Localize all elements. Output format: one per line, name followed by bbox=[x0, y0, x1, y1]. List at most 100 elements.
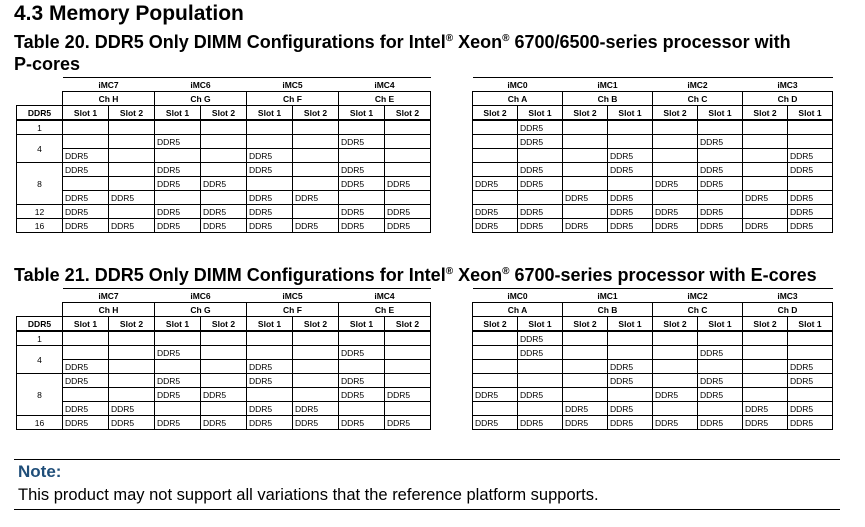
channel-label: Ch F bbox=[246, 302, 339, 317]
dimm-cell: DDR5 bbox=[62, 218, 109, 233]
group-gap bbox=[431, 317, 473, 332]
registered-mark: ® bbox=[445, 266, 454, 277]
dimm-cell: DDR5 bbox=[697, 345, 743, 360]
dimm-cell: DDR5 bbox=[787, 415, 833, 430]
slot-label: Slot 1 bbox=[607, 105, 653, 121]
dimm-cell bbox=[742, 148, 788, 163]
dimm-cell bbox=[200, 134, 247, 149]
dimm-cell: DDR5 bbox=[607, 204, 653, 219]
dimm-cell: DDR5 bbox=[517, 176, 563, 191]
dimm-cell bbox=[607, 134, 653, 149]
dimm-cell: DDR5 bbox=[246, 415, 293, 430]
dimm-cell bbox=[384, 134, 431, 149]
dimm-count: 8 bbox=[16, 162, 63, 205]
dimm-cell: DDR5 bbox=[200, 176, 247, 191]
imc-label: iMC5 bbox=[246, 288, 339, 303]
channel-label: Ch A bbox=[472, 302, 563, 317]
note-title: Note: bbox=[18, 462, 62, 481]
dimm-cell: DDR5 bbox=[384, 204, 431, 219]
dimm-cell bbox=[200, 359, 247, 374]
note-bottom-rule bbox=[14, 509, 840, 510]
dimm-cell bbox=[292, 359, 339, 374]
dimm-cell bbox=[200, 330, 247, 346]
imc-label: iMC7 bbox=[62, 77, 155, 92]
slot-label: Slot 1 bbox=[338, 316, 385, 332]
dimm-count: 16 bbox=[16, 415, 63, 430]
dimm-cell: DDR5 bbox=[62, 190, 109, 205]
imc-label: iMC0 bbox=[472, 288, 563, 303]
dimm-cell bbox=[652, 119, 698, 135]
dimm-cell bbox=[562, 162, 608, 177]
dimm-cell: DDR5 bbox=[517, 204, 563, 219]
dimm-cell: DDR5 bbox=[200, 415, 247, 430]
dimm-cell: DDR5 bbox=[62, 359, 109, 374]
slot-label: Slot 1 bbox=[154, 105, 201, 121]
slot-label: Slot 2 bbox=[472, 105, 518, 121]
dimm-cell bbox=[108, 176, 155, 191]
dimm-cell: DDR5 bbox=[246, 401, 293, 416]
slot-label: Slot 2 bbox=[200, 105, 247, 121]
dimm-cell bbox=[62, 345, 109, 360]
dimm-cell bbox=[200, 373, 247, 388]
dimm-cell bbox=[472, 134, 518, 149]
dimm-cell: DDR5 bbox=[292, 401, 339, 416]
dimm-cell: DDR5 bbox=[472, 415, 518, 430]
caption-mid: Xeon bbox=[453, 265, 503, 285]
dimm-cell bbox=[472, 148, 518, 163]
group-gap bbox=[431, 92, 473, 106]
slot-label: Slot 1 bbox=[246, 105, 293, 121]
slot-label: Slot 1 bbox=[697, 316, 743, 332]
dimm-cell: DDR5 bbox=[742, 218, 788, 233]
table-row: 12 DDR5 DDR5 DDR5 DDR5 DDR5 DDR5 DDR5 DDR5 DDR5 DD… bbox=[16, 204, 833, 219]
dimm-cell: DDR5 bbox=[562, 218, 608, 233]
channel-header-row: Ch H Ch G Ch F Ch E Ch A Ch B Ch C Ch D bbox=[17, 302, 833, 317]
dimm-cell bbox=[742, 359, 788, 374]
imc-label: iMC7 bbox=[62, 288, 155, 303]
imc-label: iMC1 bbox=[562, 288, 653, 303]
dimm-cell: DDR5 bbox=[787, 148, 833, 163]
dimm-cell: DDR5 bbox=[607, 148, 653, 163]
dimm-cell: DDR5 bbox=[607, 190, 653, 205]
dimm-cell: DDR5 bbox=[154, 373, 201, 388]
slot-label: Slot 1 bbox=[62, 105, 109, 121]
dimm-cell bbox=[292, 148, 339, 163]
slot-label: Slot 2 bbox=[742, 316, 788, 332]
dimm-cell bbox=[200, 148, 247, 163]
dimm-cell bbox=[62, 387, 109, 402]
table-row: DDR5 DDR5 DDR5 DDR5 DDR5 DDR5 DDR5 DDR5 bbox=[17, 176, 833, 191]
group-gap bbox=[431, 205, 473, 219]
group-gap bbox=[431, 106, 473, 121]
channel-label: Ch E bbox=[338, 302, 431, 317]
note-top-rule bbox=[14, 459, 840, 460]
dimm-cell: DDR5 bbox=[62, 162, 109, 177]
imc-label: iMC5 bbox=[246, 77, 339, 92]
channel-label: Ch D bbox=[742, 91, 833, 106]
slot-label: Slot 2 bbox=[742, 105, 788, 121]
caption-suffix: 6700/6500-series processor with bbox=[509, 32, 791, 52]
table-row: 4 DDR5 DDR5 DDR5 DDR5 bbox=[16, 345, 833, 374]
dimm-cell bbox=[292, 330, 339, 346]
dimm-cell: DDR5 bbox=[246, 190, 293, 205]
dimm-cell bbox=[697, 401, 743, 416]
group-gap bbox=[431, 219, 473, 233]
dimm-cell bbox=[472, 330, 518, 346]
dimm-cell: DDR5 bbox=[697, 415, 743, 430]
dimm-cell bbox=[742, 119, 788, 135]
dimm-cell: DDR5 bbox=[697, 204, 743, 219]
dimm-cell bbox=[607, 345, 653, 360]
dimm-cell: DDR5 bbox=[338, 415, 385, 430]
dimm-count: 16 bbox=[16, 218, 63, 233]
imc-label: iMC1 bbox=[562, 77, 653, 92]
slot-header-row: DDR5 Slot 1 Slot 2 Slot 1 Slot 2 Slot 1 Slot 2… bbox=[16, 316, 833, 332]
dimm-cell: DDR5 bbox=[62, 204, 109, 219]
dimm-cell: DDR5 bbox=[154, 134, 201, 149]
registered-mark: ® bbox=[445, 33, 454, 44]
dimm-cell bbox=[154, 359, 201, 374]
dimm-cell bbox=[200, 401, 247, 416]
dimm-cell: DDR5 bbox=[517, 218, 563, 233]
dimm-cell: DDR5 bbox=[62, 415, 109, 430]
dimm-cell: DDR5 bbox=[697, 162, 743, 177]
dimm-cell bbox=[338, 119, 385, 135]
dimm-cell bbox=[607, 176, 653, 191]
dimm-cell bbox=[742, 204, 788, 219]
